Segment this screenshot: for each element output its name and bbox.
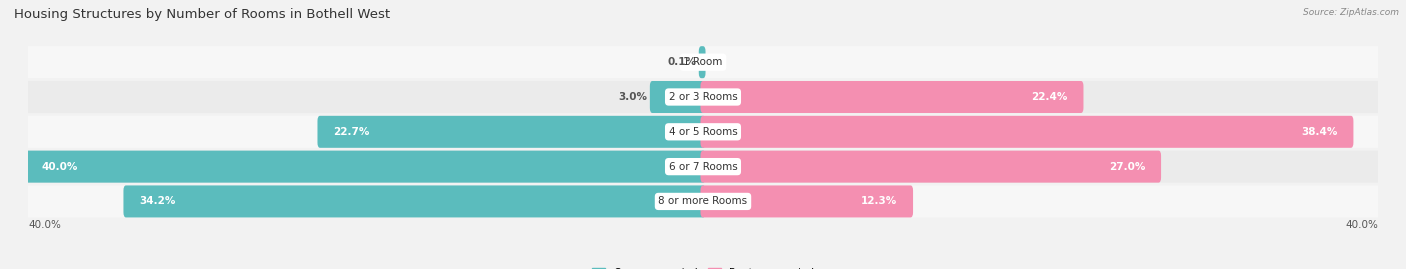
FancyBboxPatch shape: [25, 151, 706, 183]
FancyBboxPatch shape: [25, 151, 1381, 183]
FancyBboxPatch shape: [25, 81, 1381, 113]
Text: 3.0%: 3.0%: [619, 92, 647, 102]
Text: 4 or 5 Rooms: 4 or 5 Rooms: [669, 127, 737, 137]
Text: 22.7%: 22.7%: [333, 127, 370, 137]
FancyBboxPatch shape: [700, 151, 1161, 183]
Text: 34.2%: 34.2%: [139, 196, 176, 206]
FancyBboxPatch shape: [700, 185, 912, 217]
Text: 8 or more Rooms: 8 or more Rooms: [658, 196, 748, 206]
Text: 1 Room: 1 Room: [683, 57, 723, 67]
FancyBboxPatch shape: [699, 46, 706, 78]
Text: 40.0%: 40.0%: [28, 220, 60, 229]
Legend: Owner-occupied, Renter-occupied: Owner-occupied, Renter-occupied: [592, 267, 814, 269]
Text: 27.0%: 27.0%: [1109, 162, 1144, 172]
FancyBboxPatch shape: [124, 185, 706, 217]
FancyBboxPatch shape: [700, 81, 1084, 113]
Text: 12.3%: 12.3%: [860, 196, 897, 206]
Text: 2 or 3 Rooms: 2 or 3 Rooms: [669, 92, 737, 102]
FancyBboxPatch shape: [25, 116, 1381, 148]
Text: Housing Structures by Number of Rooms in Bothell West: Housing Structures by Number of Rooms in…: [14, 8, 391, 21]
Text: 0.1%: 0.1%: [668, 57, 696, 67]
Text: 40.0%: 40.0%: [1346, 220, 1378, 229]
FancyBboxPatch shape: [25, 46, 1381, 78]
FancyBboxPatch shape: [318, 116, 706, 148]
FancyBboxPatch shape: [25, 185, 1381, 217]
Text: 40.0%: 40.0%: [42, 162, 77, 172]
Text: Source: ZipAtlas.com: Source: ZipAtlas.com: [1303, 8, 1399, 17]
FancyBboxPatch shape: [650, 81, 706, 113]
Text: 6 or 7 Rooms: 6 or 7 Rooms: [669, 162, 737, 172]
Text: 22.4%: 22.4%: [1031, 92, 1067, 102]
FancyBboxPatch shape: [700, 116, 1354, 148]
Text: 38.4%: 38.4%: [1301, 127, 1337, 137]
